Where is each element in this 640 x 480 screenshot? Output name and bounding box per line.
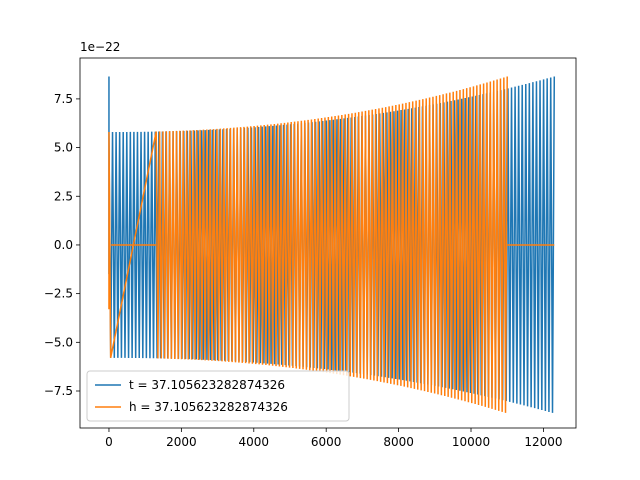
x-tick-label: 6000 [311,435,342,449]
x-axis: 0 2000 4000 6000 8000 10000 12000 [105,428,563,449]
x-tick-label: 12000 [524,435,562,449]
y-tick-label: 5.0 [54,141,73,155]
x-tick-label: 0 [105,435,113,449]
series-h-line [108,76,555,413]
y-offset-label: 1e−22 [80,40,120,54]
plot-area-frame [79,57,577,429]
y-tick-label: 0.0 [54,238,73,252]
legend: t = 37.105623282874326 h = 37.10562328287… [86,370,350,422]
x-tick-label: 8000 [383,435,414,449]
y-tick-label: −7.5 [44,384,73,398]
series-layer [108,76,556,413]
x-tick-label: 2000 [166,435,197,449]
x-tick-label: 10000 [452,435,490,449]
legend-label: h = 37.105623282874326 [129,400,288,414]
y-axis: −7.5 −5.0 −2.5 0.0 2.5 5.0 7.5 [44,92,80,398]
legend-label: t = 37.105623282874326 [129,378,285,392]
y-tick-label: −2.5 [44,287,73,301]
y-tick-label: −5.0 [44,335,73,349]
legend-box [86,370,350,422]
y-tick-label: 2.5 [54,189,73,203]
x-tick-label: 4000 [239,435,270,449]
y-tick-label: 7.5 [54,92,73,106]
